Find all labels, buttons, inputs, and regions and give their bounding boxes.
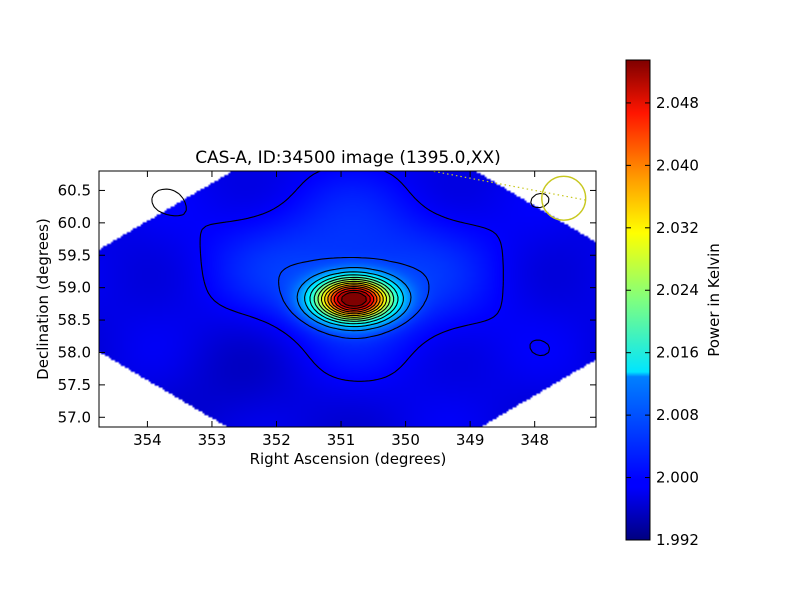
colorbar-label: Power in Kelvin: [705, 243, 723, 357]
contour-level: [320, 280, 387, 318]
y-axis-label: Declination (degrees): [34, 218, 52, 380]
colorbar-tick-label: 2.008: [656, 406, 699, 424]
contour-level: [324, 282, 384, 317]
x-tick-label: 348: [520, 431, 549, 449]
contour-level: [341, 291, 367, 307]
contour-level: [327, 284, 381, 315]
y-tick-label: 58.0: [58, 343, 91, 361]
colorbar-tick-label: 2.032: [656, 219, 699, 237]
colorbar-gradient: [625, 59, 651, 541]
axes-frame: [98, 170, 597, 428]
x-axis: 354 353 352 351 350 349 348: [133, 171, 549, 449]
x-tick-label: 349: [456, 431, 485, 449]
y-tick-label: 59.5: [58, 246, 91, 264]
y-tick-label: 57.5: [58, 376, 91, 394]
x-tick-label: 351: [327, 431, 356, 449]
x-tick-label: 352: [262, 431, 291, 449]
contour-level: [304, 271, 404, 328]
beam-marker: [541, 175, 587, 221]
colorbar: 1.992 2.000 2.008 2.016 2.024 2.032 2.040 2.048…: [625, 59, 723, 549]
contour-level: [296, 267, 412, 332]
heatmap-image: [99, 171, 596, 427]
x-tick-label: 354: [133, 431, 162, 449]
y-axis: 57.0 57.5 58.0 58.5 59.0 59.5 60.0 60.5: [58, 181, 596, 426]
contour-level: [151, 171, 551, 382]
dotted-line: [428, 171, 587, 201]
contour-level: [337, 289, 371, 309]
colorbar-tick-label: 2.024: [656, 281, 699, 299]
colorbar-tick-label: 2.040: [656, 156, 699, 174]
y-tick-label: 59.0: [58, 279, 91, 297]
contour-level: [330, 286, 378, 313]
y-tick-label: 60.5: [58, 181, 91, 199]
colorbar-tick-label: 2.048: [656, 94, 699, 112]
colorbar-tick-label: 1.992: [656, 531, 699, 549]
heatmap-raster: [99, 171, 596, 427]
y-tick-label: 58.5: [58, 311, 91, 329]
colorbar-ticks: 1.992 2.000 2.008 2.016 2.024 2.032 2.040 2.048: [626, 94, 699, 549]
contour-level: [313, 276, 395, 322]
contour-level: [309, 274, 399, 325]
contour-level: [317, 278, 391, 320]
x-tick-label: 350: [391, 431, 420, 449]
y-tick-label: 57.0: [58, 408, 91, 426]
colorbar-tick-label: 2.016: [656, 344, 699, 362]
contour-lines: [151, 171, 551, 382]
y-tick-label: 60.0: [58, 214, 91, 232]
x-axis-label: Right Ascension (degrees): [250, 450, 447, 468]
contour-level: [278, 256, 430, 340]
contour-level: [333, 287, 375, 311]
plot-area: [99, 171, 596, 427]
x-tick-label: 353: [198, 431, 227, 449]
chart-title: CAS-A, ID:34500 image (1395.0,XX): [195, 148, 501, 168]
colorbar-tick-label: 2.000: [656, 469, 699, 487]
